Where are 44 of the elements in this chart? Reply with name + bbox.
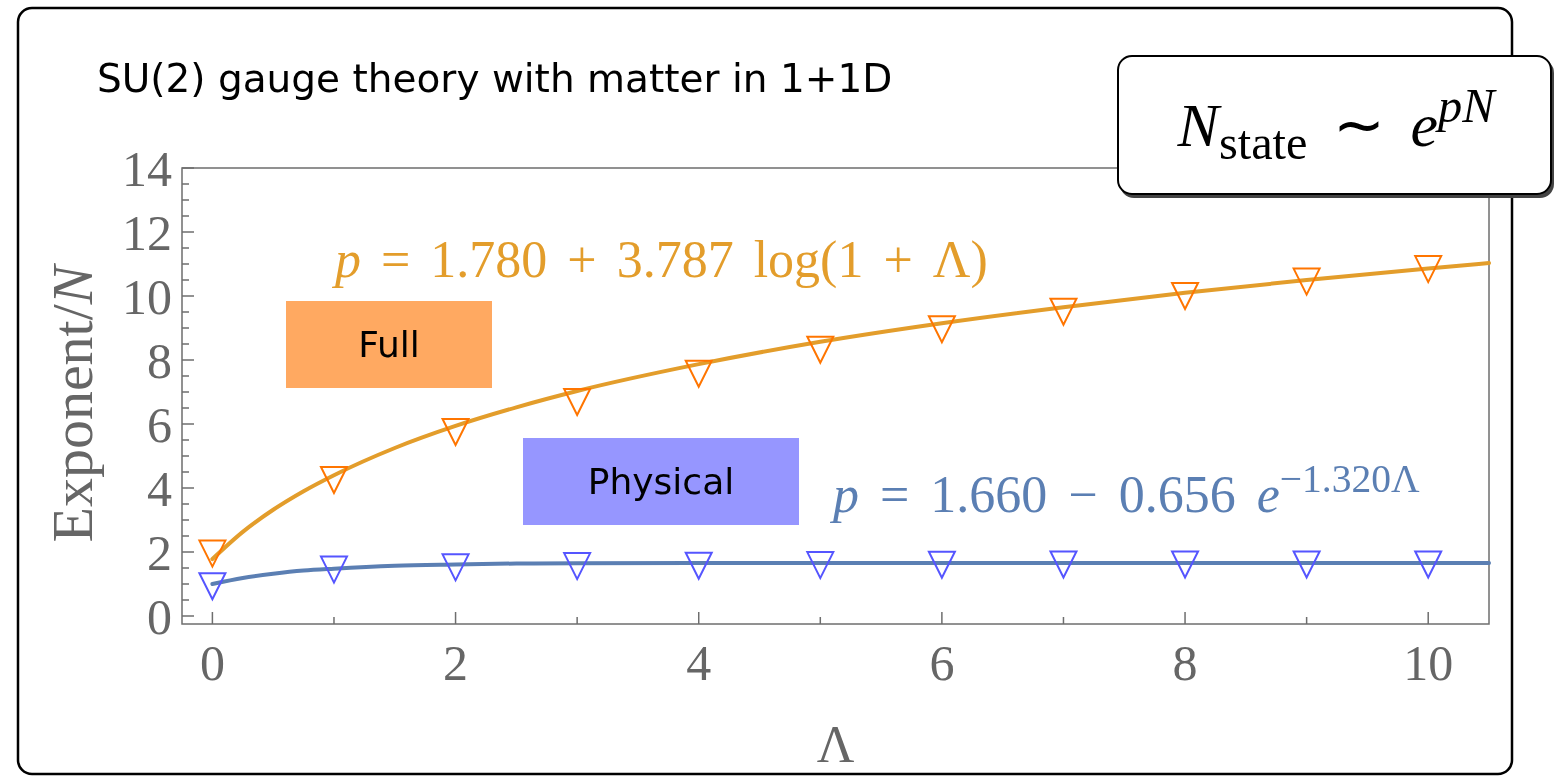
point xyxy=(198,539,227,568)
y-tick-label: 12 xyxy=(122,204,172,261)
point xyxy=(1292,550,1321,579)
series-label: Physical xyxy=(587,461,735,503)
point xyxy=(1049,297,1078,326)
point xyxy=(1414,550,1443,579)
point xyxy=(806,335,835,364)
point xyxy=(441,418,470,446)
y-tick-label: 4 xyxy=(147,460,172,517)
annotation: N$_{state}$ ∼ e$^{pN}$ xyxy=(1176,79,1498,170)
x-axis-title: Λ xyxy=(816,716,855,773)
point xyxy=(198,572,227,601)
series-label: p = 1.780 + 3.787 log(1 + Λ) xyxy=(331,231,988,289)
x-tick-label: 4 xyxy=(686,635,712,691)
point xyxy=(927,315,956,344)
point xyxy=(927,550,956,579)
y-tick-label: 10 xyxy=(122,268,172,325)
x-tick-label: 8 xyxy=(1172,635,1198,691)
point xyxy=(563,552,592,581)
point xyxy=(684,551,713,580)
y-axis-title: Exponent/N xyxy=(40,262,106,543)
point xyxy=(1171,550,1200,579)
point xyxy=(1292,267,1321,296)
point xyxy=(441,553,470,582)
x-tick-label: 2 xyxy=(443,635,469,691)
point xyxy=(319,555,348,584)
series-label: p = 1.660 − 0.656 e$^{−1.320Λ}$ xyxy=(829,457,1420,523)
x-tick-label: 0 xyxy=(199,635,225,691)
y-tick-label: 0 xyxy=(147,588,172,645)
point xyxy=(684,359,713,388)
point xyxy=(1171,282,1200,310)
point xyxy=(563,387,592,416)
point xyxy=(1414,255,1443,284)
point xyxy=(319,466,348,494)
y-tick-label: 14 xyxy=(122,140,172,197)
point xyxy=(806,551,835,580)
x-tick-label: 6 xyxy=(929,635,955,691)
point xyxy=(1049,550,1078,579)
y-tick-label: 8 xyxy=(147,332,172,389)
y-tick-label: 6 xyxy=(147,396,172,453)
x-tick-label: 10 xyxy=(1403,635,1454,691)
chart-title: SU(2) gauge theory with matter in 1+1D xyxy=(97,56,893,101)
y-tick-label: 2 xyxy=(147,524,172,581)
series-label: Full xyxy=(358,324,420,366)
